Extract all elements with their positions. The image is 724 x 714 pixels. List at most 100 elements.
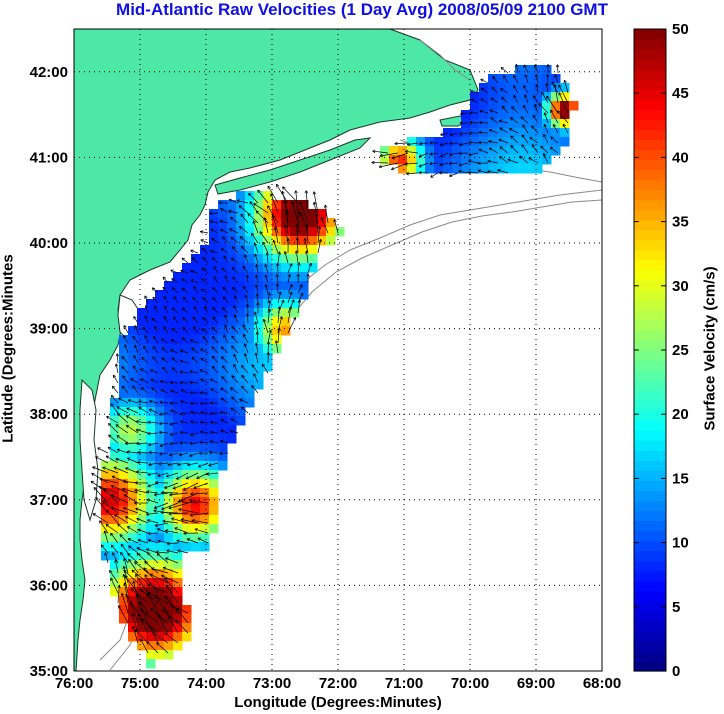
velocity-arrow bbox=[233, 314, 239, 324]
velocity-arrow bbox=[193, 482, 209, 490]
velocity-arrow bbox=[543, 112, 549, 124]
velocity-cell bbox=[290, 236, 300, 246]
velocity-cell bbox=[191, 371, 201, 381]
velocity-arrow bbox=[152, 632, 169, 644]
velocity-cell bbox=[326, 227, 336, 237]
velocity-cell bbox=[551, 128, 561, 138]
velocity-arrow bbox=[488, 147, 499, 154]
colorbar-segment bbox=[634, 339, 666, 351]
velocity-cell bbox=[164, 524, 174, 534]
velocity-cell bbox=[227, 218, 237, 228]
velocity-arrow bbox=[210, 420, 219, 425]
velocity-cell bbox=[263, 281, 273, 291]
velocity-arrow bbox=[458, 162, 469, 167]
velocity-cell bbox=[155, 560, 165, 570]
colorbar-segment bbox=[634, 640, 666, 652]
velocity-arrow bbox=[212, 316, 219, 324]
velocity-cell bbox=[290, 308, 300, 318]
velocity-arrow bbox=[513, 94, 519, 104]
velocity-arrow bbox=[239, 236, 249, 244]
velocity-arrow bbox=[303, 238, 309, 254]
velocity-cell bbox=[281, 227, 291, 237]
velocity-cell bbox=[272, 299, 282, 309]
velocity-arrow bbox=[501, 96, 509, 104]
velocity-arrow bbox=[558, 92, 569, 114]
velocity-cell bbox=[254, 191, 264, 201]
velocity-arrow bbox=[123, 335, 129, 344]
velocity-arrow bbox=[233, 295, 239, 304]
colorbar-tick-label: 50 bbox=[672, 21, 689, 38]
velocity-cell bbox=[146, 344, 156, 354]
velocity-arrow bbox=[116, 406, 129, 414]
velocity-cell bbox=[164, 389, 174, 399]
velocity-arrow bbox=[190, 249, 199, 254]
velocity-arrow bbox=[99, 520, 109, 534]
velocity-arrow bbox=[267, 185, 279, 204]
velocity-cell bbox=[146, 362, 156, 372]
velocity-arrow bbox=[513, 75, 519, 84]
velocity-cell bbox=[245, 245, 255, 255]
velocity-arrow bbox=[131, 569, 149, 584]
velocity-arrow bbox=[191, 519, 209, 524]
colorbar-label: Surface Velocity (cm/s) bbox=[701, 266, 719, 431]
velocity-arrow bbox=[202, 335, 209, 344]
velocity-cell bbox=[281, 236, 291, 246]
colorbar-segment bbox=[634, 279, 666, 291]
velocity-arrow bbox=[110, 506, 129, 514]
velocity-cell bbox=[173, 470, 183, 480]
velocity-cell bbox=[209, 371, 219, 381]
velocity-arrow bbox=[133, 355, 139, 364]
velocity-arrow bbox=[185, 472, 199, 480]
velocity-cell bbox=[155, 434, 165, 444]
velocity-cell bbox=[236, 254, 246, 264]
velocity-arrow bbox=[299, 201, 309, 224]
velocity-arrow bbox=[162, 566, 179, 574]
lat-tick-label: 41:00 bbox=[30, 149, 68, 166]
velocity-cell bbox=[137, 416, 147, 426]
velocity-cell bbox=[200, 371, 210, 381]
velocity-arrow bbox=[219, 451, 229, 456]
velocity-cell bbox=[263, 209, 273, 219]
velocity-arrow bbox=[297, 284, 303, 294]
velocity-cell bbox=[218, 227, 228, 237]
velocity-arrow bbox=[315, 213, 319, 234]
velocity-cell bbox=[182, 380, 192, 390]
velocity-arrow bbox=[274, 340, 279, 354]
velocity-arrow bbox=[224, 314, 229, 324]
velocity-cell bbox=[128, 416, 138, 426]
velocity-cell bbox=[281, 254, 291, 264]
chesapeake-bay bbox=[79, 378, 99, 522]
velocity-cell bbox=[416, 137, 426, 147]
velocity-cell bbox=[479, 83, 489, 93]
velocity-cell bbox=[119, 578, 129, 588]
velocity-arrow bbox=[440, 132, 449, 136]
colorbar-tick-label: 5 bbox=[672, 599, 680, 616]
velocity-cell bbox=[209, 452, 219, 462]
velocity-cell bbox=[254, 254, 264, 264]
velocity-arrow bbox=[372, 149, 389, 154]
velocity-cell bbox=[200, 245, 210, 255]
colorbar-segment bbox=[634, 59, 666, 70]
velocity-cell bbox=[488, 110, 498, 120]
velocity-cell bbox=[209, 218, 219, 228]
velocity-cell bbox=[281, 209, 291, 219]
velocity-arrow bbox=[264, 263, 269, 274]
velocity-cell bbox=[218, 200, 228, 210]
velocity-cell bbox=[245, 254, 255, 264]
velocity-cell bbox=[209, 326, 219, 336]
velocity-arrow bbox=[229, 216, 239, 224]
velocity-arrow bbox=[239, 398, 249, 404]
velocity-arrow bbox=[171, 367, 179, 374]
velocity-arrow bbox=[209, 211, 219, 216]
colorbar-segment bbox=[634, 510, 666, 522]
velocity-arrow bbox=[228, 198, 239, 204]
velocity-cell bbox=[173, 281, 183, 291]
velocity-arrow bbox=[100, 544, 109, 554]
velocity-cell bbox=[182, 443, 192, 453]
velocity-arrow bbox=[489, 109, 499, 114]
colorbar-segment bbox=[634, 620, 666, 632]
velocity-cell bbox=[218, 389, 228, 399]
velocity-arrow bbox=[245, 274, 250, 284]
velocity-arrow bbox=[297, 262, 301, 274]
velocity-cell bbox=[110, 479, 120, 489]
